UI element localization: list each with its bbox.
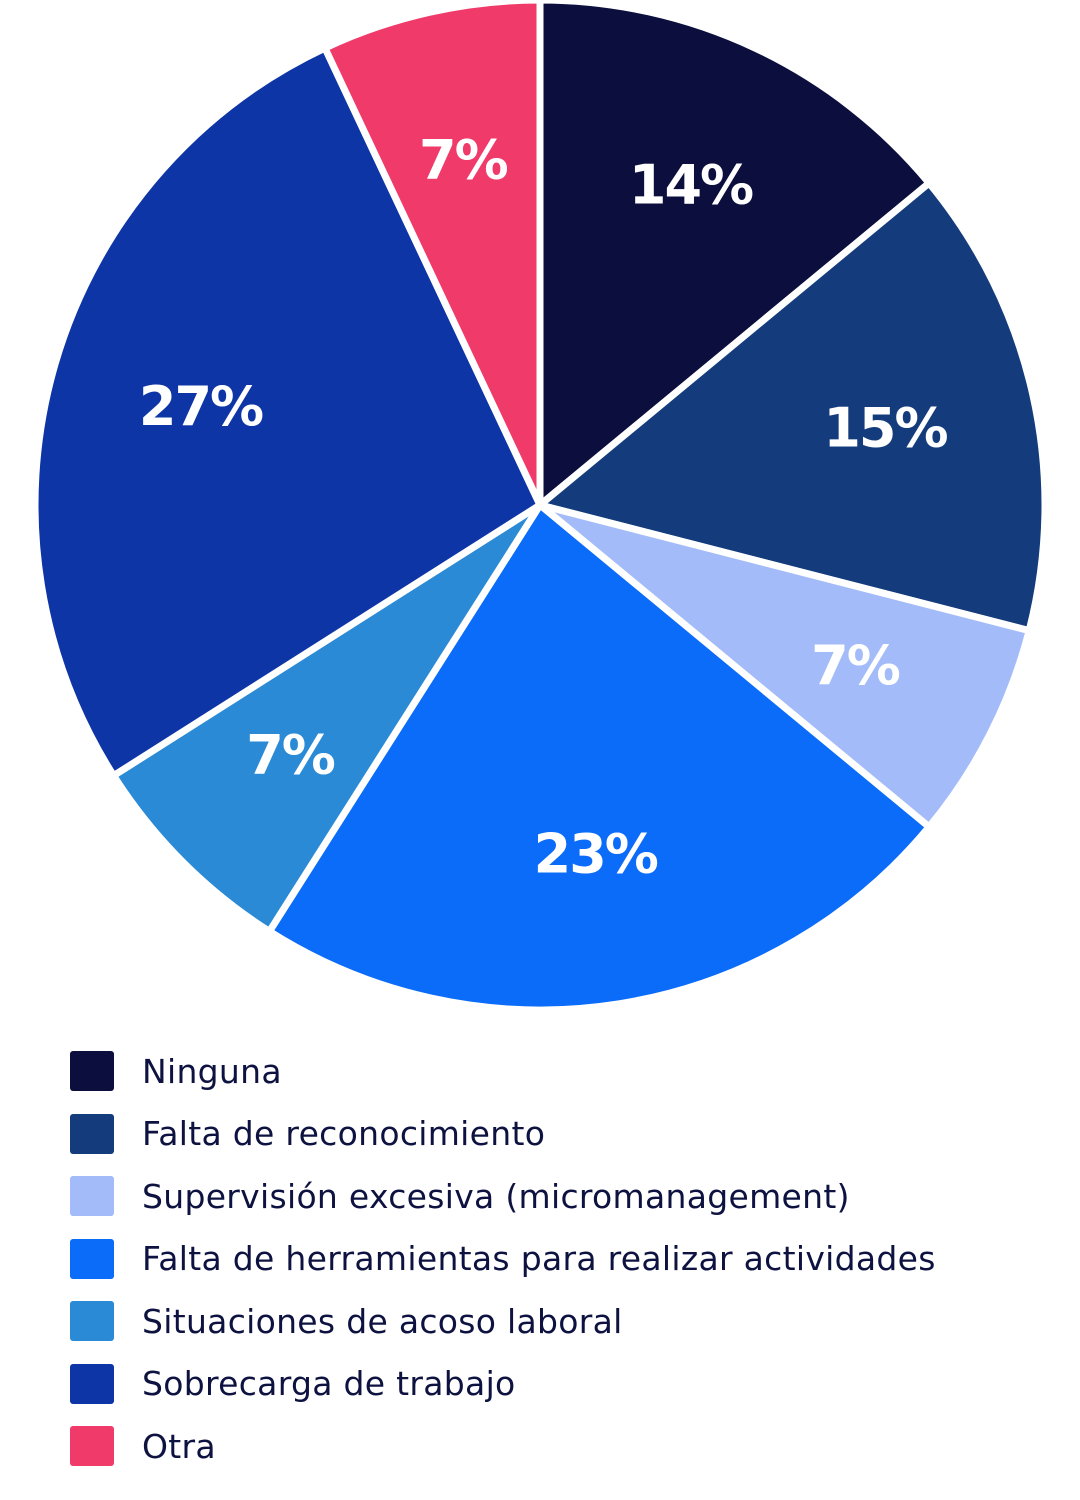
legend: Ninguna Falta de reconocimiento Supervisió… — [70, 1040, 1060, 1478]
slice-value-label-situaciones-de-acoso-laboral: 7% — [246, 723, 335, 786]
legend-item-supervision-excesiva-micromanagement: Supervisión excesiva (micromanagement) — [70, 1165, 1060, 1228]
legend-swatch — [70, 1238, 114, 1279]
pie-slice-ninguna — [536, 0, 933, 509]
pie-slice-sobrecarga-de-trabajo — [31, 44, 544, 780]
pie-slice-otra — [321, 0, 544, 509]
pie-slice-falta-de-herramientas-para-realizar-actividades — [265, 501, 933, 1014]
pie-chart: 14% 15% 7% 23% 7% 27% 7% — [31, 0, 1049, 1014]
legend-label: Falta de reconocimiento — [142, 1114, 546, 1154]
legend-swatch — [70, 1301, 114, 1342]
pie-slice-supervision-excesiva-micromanagement — [536, 501, 1033, 831]
legend-swatch — [70, 1426, 114, 1467]
legend-item-falta-de-reconocimiento: Falta de reconocimiento — [70, 1103, 1060, 1166]
legend-item-situaciones-de-acoso-laboral: Situaciones de acoso laboral — [70, 1290, 1060, 1353]
legend-swatch — [70, 1363, 114, 1404]
slice-value-label-supervision-excesiva-micromanagement: 7% — [811, 634, 900, 697]
legend-label: Falta de herramientas para realizar acti… — [142, 1239, 936, 1279]
slice-value-label-ninguna: 14% — [629, 154, 753, 217]
legend-item-otra: Otra — [70, 1415, 1060, 1478]
legend-swatch — [70, 1113, 114, 1154]
legend-label: Situaciones de acoso laboral — [142, 1301, 623, 1341]
legend-item-ninguna: Ninguna — [70, 1040, 1060, 1103]
legend-swatch — [70, 1176, 114, 1217]
legend-label: Sobrecarga de trabajo — [142, 1364, 516, 1404]
pie-slice-situaciones-de-acoso-laboral — [110, 501, 544, 935]
legend-swatch — [70, 1051, 114, 1092]
legend-label: Supervisión excesiva (micromanagement) — [142, 1176, 850, 1216]
legend-label: Ninguna — [142, 1051, 282, 1091]
pie-value-labels: 14% 15% 7% 23% 7% 27% 7% — [139, 129, 950, 886]
slice-value-label-sobrecarga-de-trabajo: 27% — [139, 375, 263, 438]
pie-slices — [31, 0, 1049, 1014]
legend-item-sobrecarga-de-trabajo: Sobrecarga de trabajo — [70, 1353, 1060, 1416]
slice-value-label-falta-de-herramientas-para-realizar-actividades: 23% — [534, 823, 658, 886]
legend-label: Otra — [142, 1426, 216, 1466]
pie-slice-falta-de-reconocimiento — [536, 179, 1049, 635]
slice-value-label-otra: 7% — [419, 129, 508, 192]
slice-value-label-falta-de-reconocimiento: 15% — [823, 396, 947, 459]
legend-item-falta-de-herramientas-para-realizar-actividades: Falta de herramientas para realizar acti… — [70, 1228, 1060, 1291]
